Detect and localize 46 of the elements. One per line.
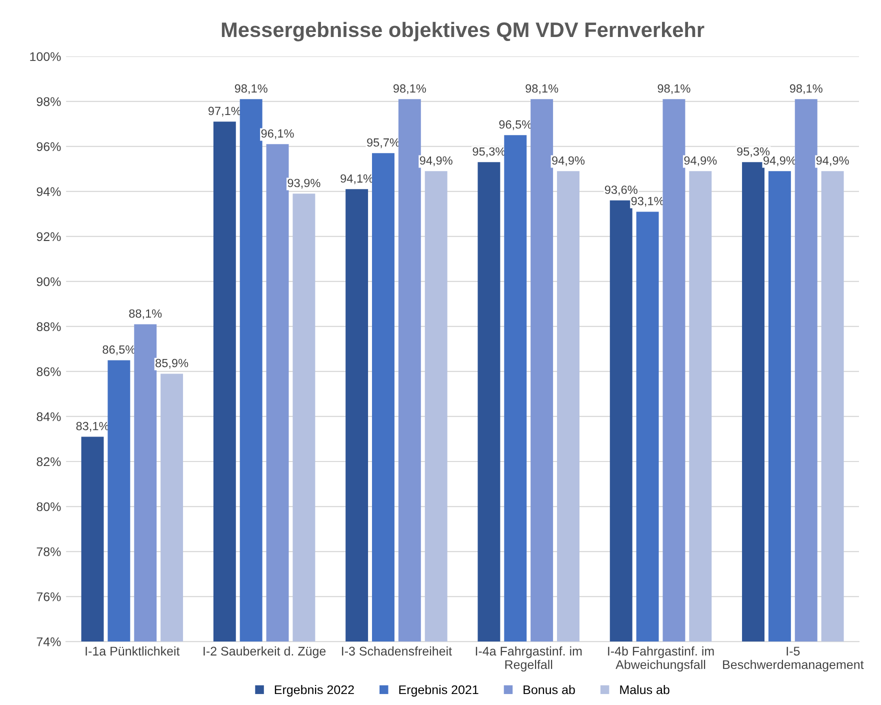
data-label: 98,1% [526,84,558,94]
chart-title: Messergebnisse objektives QM VDV Fernverkehr [222,22,704,42]
data-label: 94,1% [340,174,374,184]
legend-label: Ergebnis 2022 [274,684,354,697]
data-label: 96,1% [261,129,294,140]
legend-label: Ergebnis 2021 [399,684,478,697]
y-tick-label: 78% [36,547,61,556]
y-tick-label: 74% [36,637,61,646]
data-label: 95,3% [737,147,770,158]
data-label: 98,1% [658,84,690,94]
data-label: 98,1% [393,84,426,94]
data-label: 93,6% [604,186,638,196]
data-label: 94,9% [684,156,717,166]
legend-label: Bonus ab [524,684,575,694]
y-tick-label: 94% [36,187,61,196]
legend-label: Malus ab [620,684,670,694]
y-tick-label: 82% [36,457,61,466]
data-label: 94,9% [552,156,585,166]
data-label: 93,9% [288,178,320,189]
y-tick-label: 90% [36,277,61,286]
y-tick-label: 100% [30,52,61,62]
x-tick-label: I-4b Fahrgastinf. im Abweichungsfall [608,646,714,672]
data-label: 94,9% [816,156,849,166]
x-tick-label: I-2 Sauberkeit d. Züge [204,646,326,658]
data-label: 98,1% [790,84,822,94]
data-label: 86,5% [102,345,136,356]
y-tick-label: 92% [36,232,61,242]
x-tick-label: I-4a Fahrgastinf. im Regelfall [476,646,582,672]
data-label: 85,9% [156,358,188,369]
data-label: 97,1% [208,106,241,117]
data-label: 94,9% [764,156,796,166]
data-label: 94,9% [420,156,452,166]
data-label: 93,1% [631,196,664,207]
y-tick-label: 84% [36,412,61,422]
y-tick-label: 96% [36,142,61,152]
y-tick-label: 86% [36,367,61,376]
data-label: 95,7% [367,138,400,148]
y-tick-label: 98% [36,97,61,106]
x-tick-label: I-1a Pünktlichkeit [86,646,180,656]
y-tick-label: 88% [36,322,61,332]
data-label: 98,1% [234,84,268,94]
x-tick-label: I-3 Schadensfreiheit [342,646,452,656]
y-tick-label: 80% [36,502,61,512]
data-label: 88,1% [129,309,162,320]
y-tick-label: 76% [36,592,61,602]
x-tick-label: I-5 Beschwerdemanagement [723,646,864,672]
